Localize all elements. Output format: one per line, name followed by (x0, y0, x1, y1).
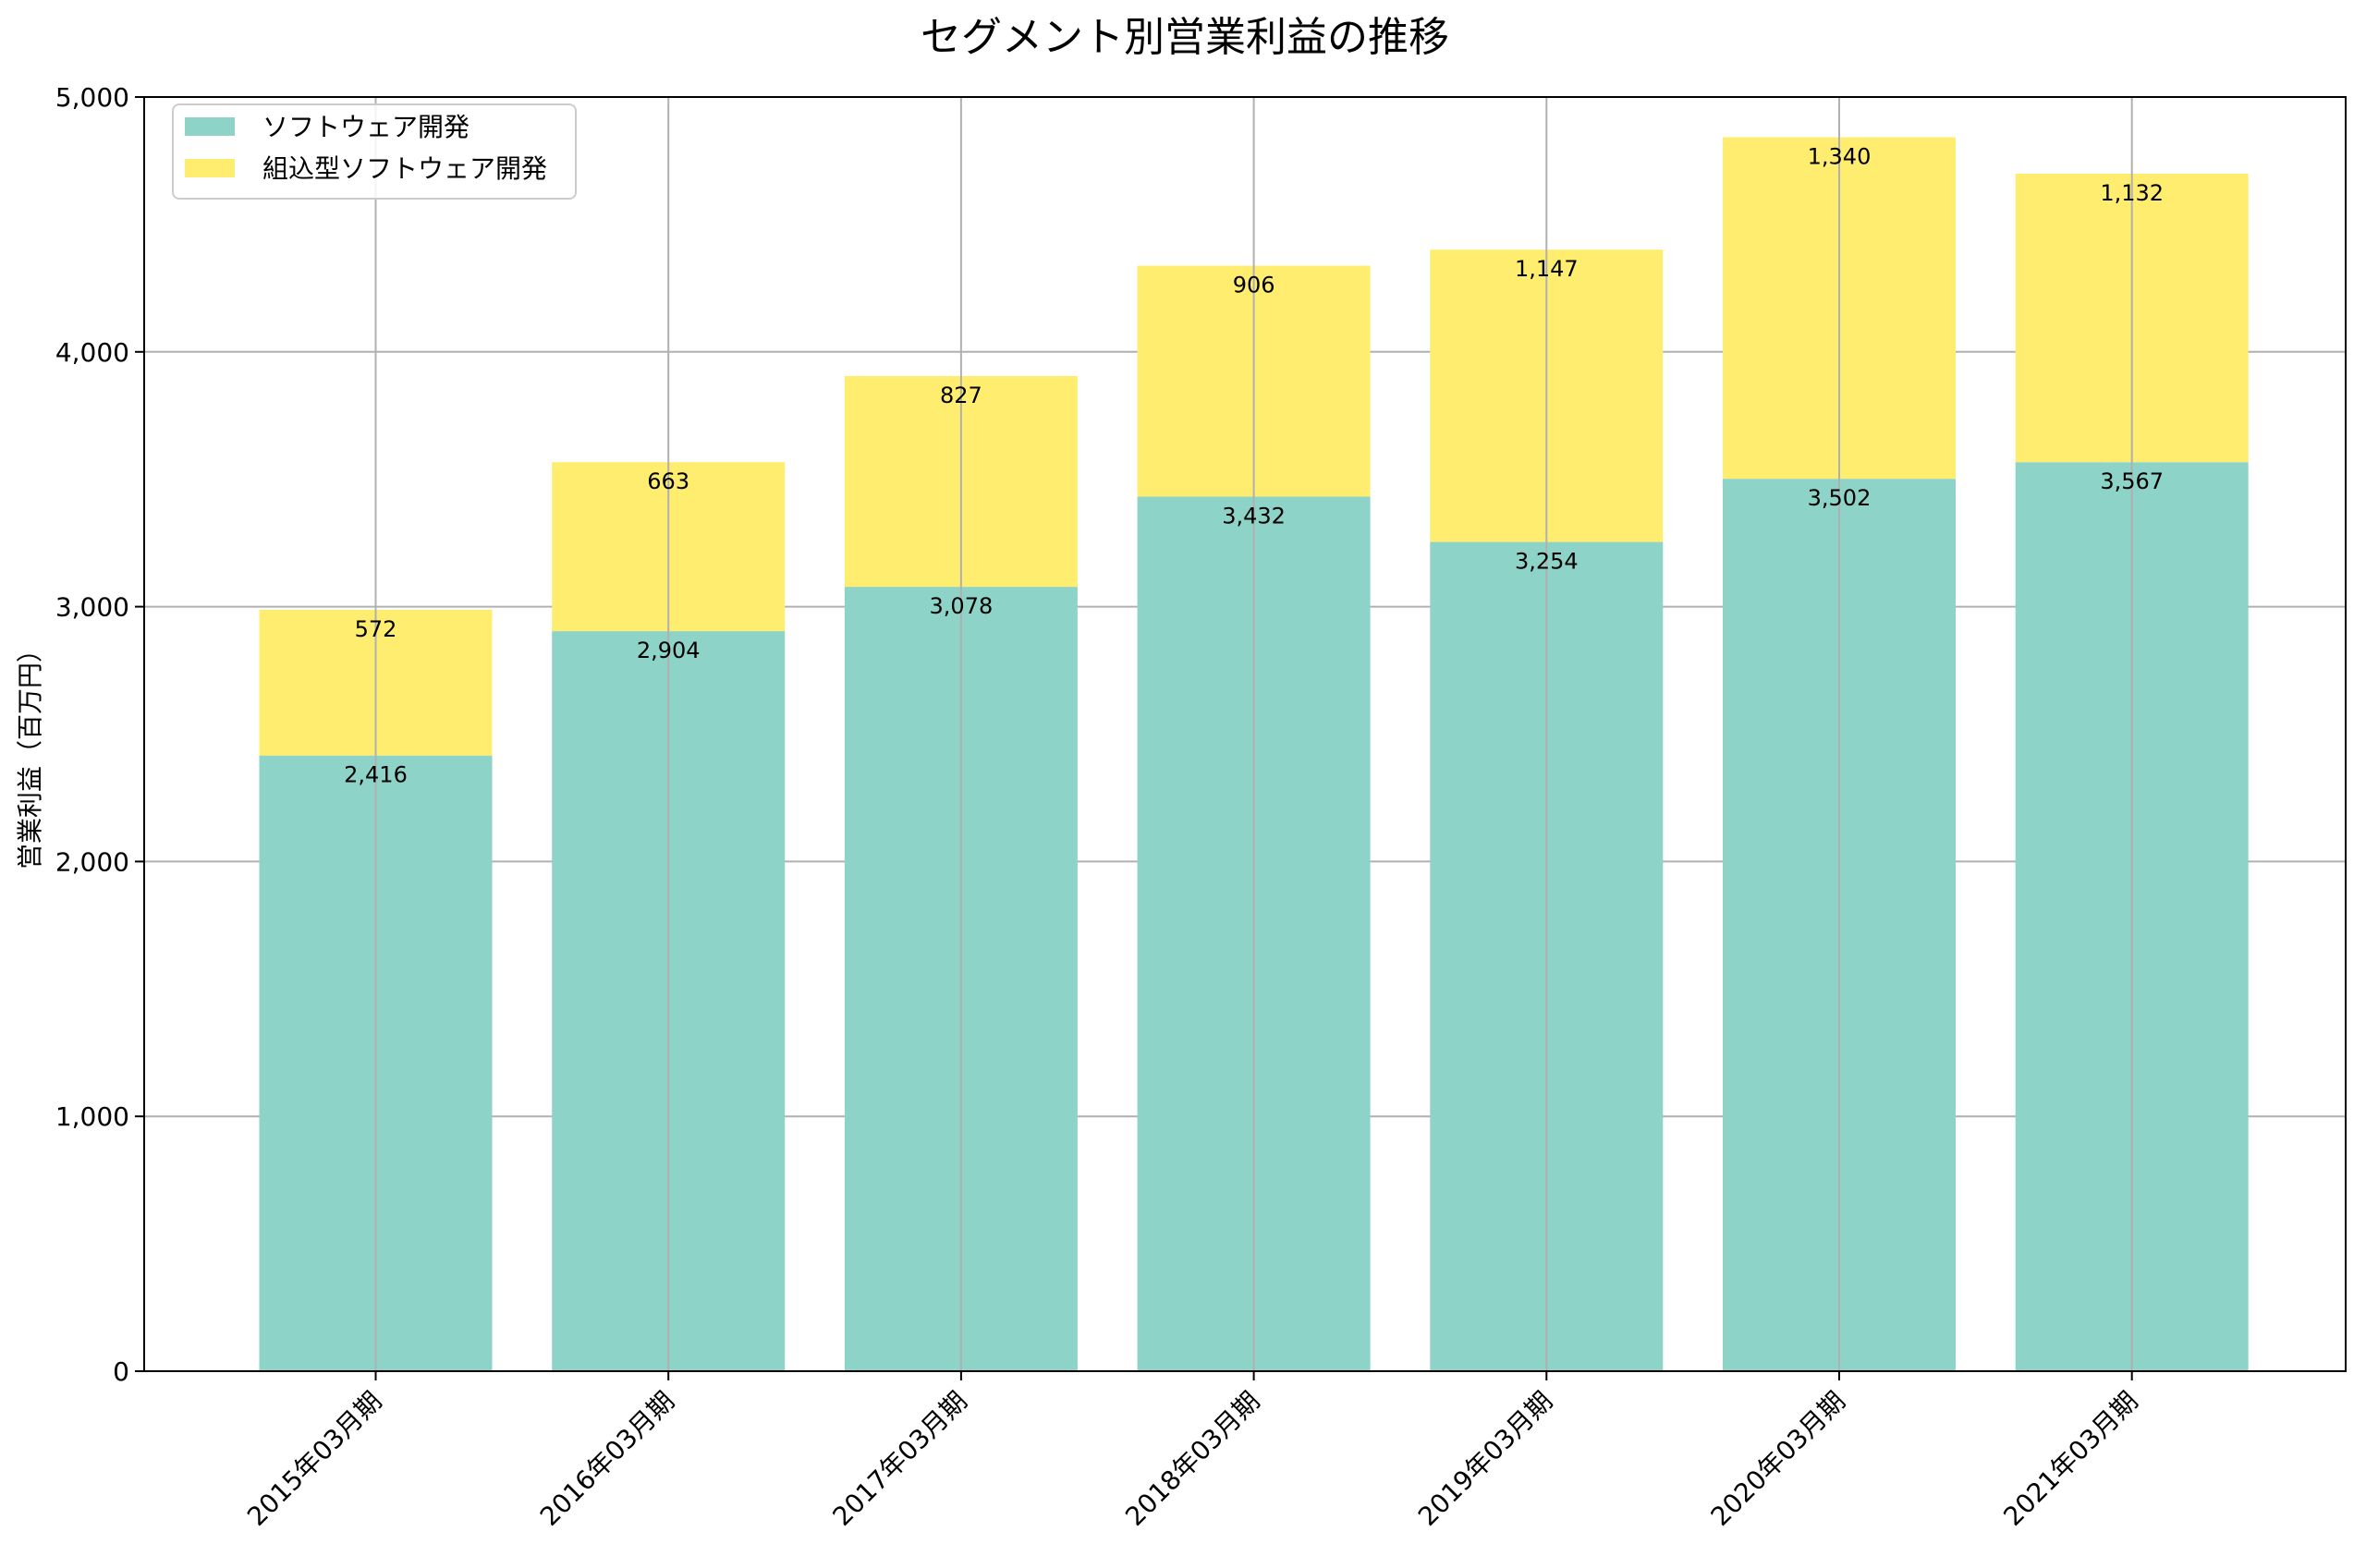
y-tick-label: 0 (113, 1356, 129, 1387)
y-tick-label: 2,000 (55, 846, 129, 877)
data-label: 906 (1233, 273, 1275, 298)
data-label: 1,132 (2100, 180, 2164, 206)
data-label: 1,340 (1808, 144, 1872, 170)
y-tick-label: 5,000 (55, 82, 129, 113)
data-label: 2,904 (637, 638, 701, 663)
x-tick-label: 2018年03月期 (1119, 1386, 1265, 1532)
legend-label: 組込型ソフトウェア開発 (262, 153, 547, 184)
data-label: 3,432 (1222, 503, 1286, 529)
data-label: 827 (940, 383, 982, 408)
x-tick-label: 2021年03月期 (1997, 1386, 2143, 1532)
x-tick-label: 2020年03月期 (1705, 1386, 1851, 1532)
chart-title: セグメント別営業利益の推移 (921, 14, 1449, 61)
y-tick-label: 1,000 (55, 1101, 129, 1132)
x-tick-label: 2016年03月期 (534, 1386, 680, 1532)
legend-box (172, 103, 577, 200)
plot-frame (143, 96, 2347, 1372)
data-label: 572 (355, 616, 397, 642)
data-label: 3,502 (1808, 485, 1872, 511)
legend-swatch (185, 117, 235, 136)
data-label: 663 (647, 468, 689, 494)
vertical-gridlines (374, 97, 2133, 1371)
data-label: 3,254 (1515, 549, 1579, 575)
data-labels: 2,416 572 2,904 663 3,078 827 3,432 906 3,254 1,1… (344, 144, 2164, 788)
y-tick-label: 3,000 (55, 592, 129, 623)
x-tick-label: 2019年03月期 (1412, 1386, 1558, 1532)
data-label: 1,147 (1515, 256, 1579, 282)
legend-swatch (185, 159, 235, 177)
x-tick-label: 2015年03月期 (241, 1386, 387, 1532)
x-tick-label: 2017年03月期 (827, 1386, 973, 1532)
data-label: 3,567 (2100, 468, 2164, 494)
data-label: 2,416 (344, 762, 408, 788)
y-axis: 0 1,000 2,000 3,000 4,000 5,000 (55, 82, 144, 1387)
y-axis-label: 営業利益（百万円） (15, 637, 45, 869)
legend-label: ソフトウェア開発 (262, 112, 470, 142)
data-label: 3,078 (930, 593, 994, 619)
y-tick-label: 4,000 (55, 337, 129, 368)
x-axis: 2015年03月期 2016年03月期 2017年03月期 2018年03月期 2019… (241, 1371, 2144, 1532)
